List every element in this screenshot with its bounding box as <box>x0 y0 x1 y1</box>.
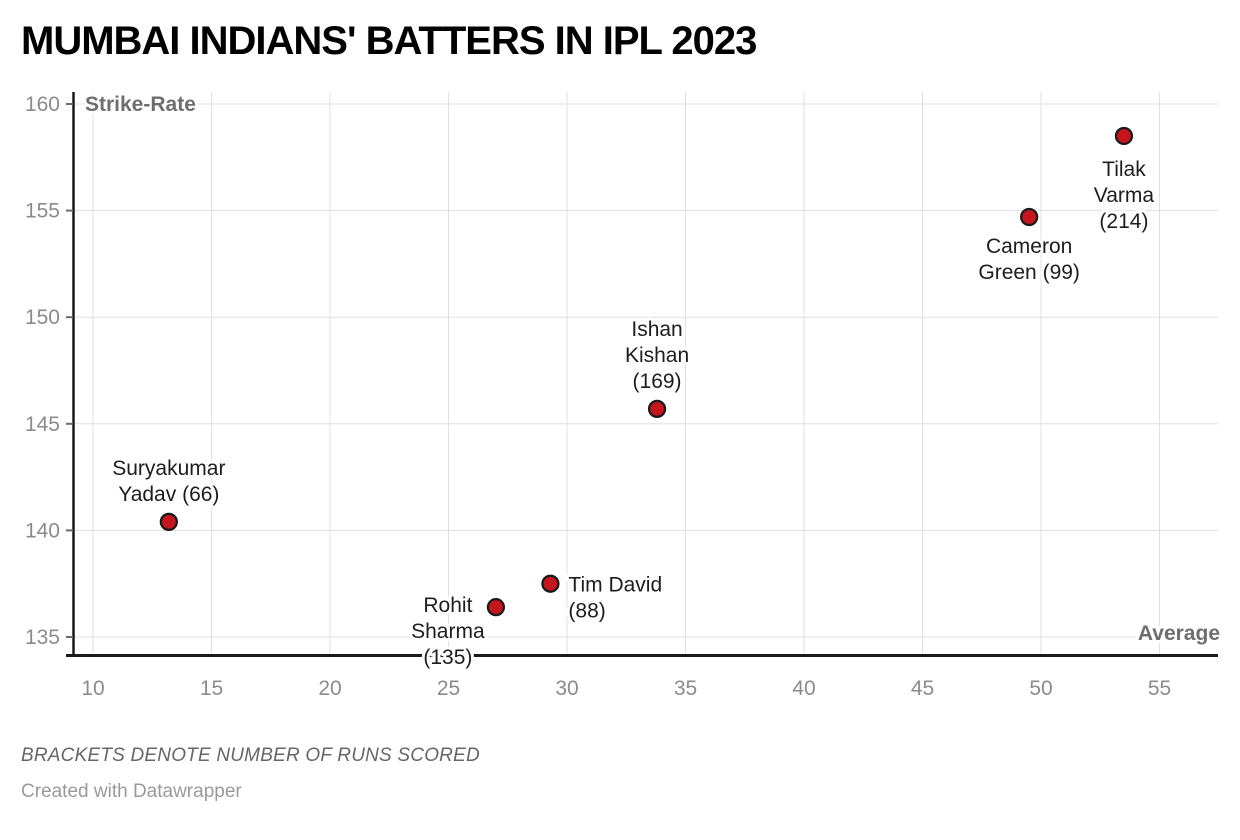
x-tick-label: 35 <box>674 677 697 700</box>
point-label-rohit-sharma: Sharma <box>411 620 485 643</box>
point-label-suryakumar-yadav: Suryakumar <box>112 457 225 480</box>
x-tick-label: 45 <box>911 677 934 700</box>
data-point-rohit-sharma[interactable] <box>486 598 506 617</box>
point-label-tilak-varma: Varma <box>1094 184 1155 207</box>
x-tick-label: 50 <box>1029 677 1052 700</box>
point-label-suryakumar-yadav: Yadav (66) <box>118 483 219 506</box>
x-tick-label: 15 <box>200 677 223 700</box>
y-tick-label: 145 <box>25 413 60 436</box>
y-tick-label: 155 <box>25 200 60 223</box>
data-point-cameron-green[interactable] <box>1020 207 1039 227</box>
point-label-ishan-kishan: (169) <box>633 370 682 393</box>
point-label-ishan-kishan: Ishan <box>631 318 682 341</box>
data-point-ishan-kishan[interactable] <box>647 399 667 419</box>
x-tick-label: 20 <box>318 677 341 700</box>
point-label-ishan-kishan: Kishan <box>625 344 689 367</box>
y-axis-title: Strike-Rate <box>85 93 196 116</box>
x-tick-label: 30 <box>555 677 578 700</box>
point-label-tilak-varma: (214) <box>1099 210 1148 233</box>
y-tick-label: 140 <box>25 519 60 542</box>
x-tick-label: 40 <box>792 677 815 700</box>
y-tick-label: 160 <box>25 93 60 116</box>
scatter-plot: 10 15 20 25 30 35 40 45 50 55 135 140 145 150 155 160 St… <box>25 90 1223 700</box>
data-point-suryakumar-yadav[interactable] <box>159 512 178 531</box>
point-label-cameron-green: Green (99) <box>978 261 1080 284</box>
point-label-tim-david: Tim David <box>568 574 662 597</box>
x-axis-title: Average <box>1138 622 1220 645</box>
footnote: BRACKETS DENOTE NUMBER OF RUNS SCORED <box>21 745 480 766</box>
point-label-tilak-varma: Tilak <box>1102 158 1146 181</box>
point-label-cameron-green: Cameron <box>986 235 1072 258</box>
point-label-tim-david: (88) <box>568 600 605 623</box>
x-tick-label: 10 <box>81 677 104 700</box>
page-title: MUMBAI INDIANS' BATTERS IN IPL 2023 <box>21 19 757 63</box>
point-label-rohit-sharma: Rohit <box>423 594 472 617</box>
point-label-rohit-sharma: (135) <box>423 646 472 669</box>
x-tick-label: 55 <box>1148 677 1171 700</box>
y-tick-label: 150 <box>25 306 60 329</box>
data-point-tim-david[interactable] <box>541 574 560 593</box>
datawrapper-credit: Created with Datawrapper <box>21 781 242 802</box>
data-point-tilak-varma[interactable] <box>1114 126 1134 146</box>
y-tick-label: 135 <box>25 626 60 649</box>
x-tick-label: 25 <box>437 677 460 700</box>
